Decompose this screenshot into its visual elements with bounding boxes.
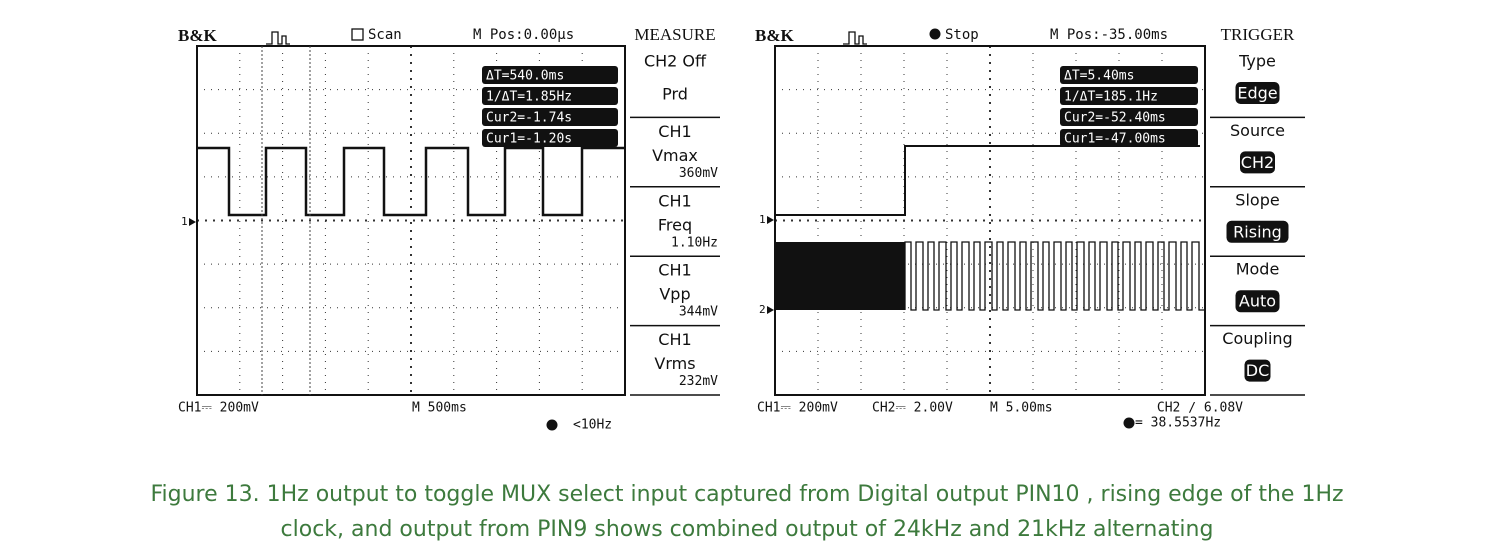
waveform bbox=[775, 242, 905, 310]
cursor-readout: ΔT=540.0ms bbox=[486, 69, 564, 84]
menu-item: Coupling bbox=[1222, 329, 1292, 348]
status: CH2 ∕ 6.08V bbox=[1157, 401, 1243, 416]
mpos: M Pos:-35.00ms bbox=[1050, 27, 1168, 43]
option-box bbox=[1235, 290, 1280, 313]
stop-icon bbox=[929, 28, 941, 40]
marker-arrow bbox=[767, 216, 774, 224]
menu-item: 360mV bbox=[679, 166, 718, 181]
status: CH1⎓ 200mV bbox=[757, 401, 838, 416]
menu-item: 1.10Hz bbox=[671, 235, 718, 250]
pulse-icon bbox=[266, 31, 290, 45]
brand: B&K bbox=[178, 26, 218, 45]
menu-item: Vmax bbox=[652, 146, 698, 165]
menu-option: Rising bbox=[1233, 222, 1282, 241]
menu-option: CH2 bbox=[1241, 153, 1274, 172]
menu-item: CH1 bbox=[658, 261, 691, 280]
menu-item: Source bbox=[1230, 121, 1285, 140]
status: CH1⎓ 200mV bbox=[178, 401, 259, 416]
status: = 38.5537Hz bbox=[1135, 416, 1221, 431]
menu-option: Edge bbox=[1237, 84, 1277, 103]
menu-item: Slope bbox=[1235, 190, 1279, 209]
cursor-readout: Cur2=-1.74s bbox=[486, 111, 572, 126]
status: M 5.00ms bbox=[990, 401, 1053, 416]
cursor-box bbox=[482, 108, 618, 126]
freq-icon bbox=[1123, 417, 1135, 429]
option-box bbox=[1226, 220, 1289, 243]
status: <10Hz bbox=[573, 418, 612, 433]
marker-arrow bbox=[767, 306, 774, 314]
cursor-box bbox=[482, 129, 618, 147]
menu-item: 232mV bbox=[679, 374, 718, 389]
option-box bbox=[1235, 82, 1280, 104]
cursor-box bbox=[1060, 129, 1198, 147]
channel-marker: 2 bbox=[759, 303, 766, 316]
menu-item: Mode bbox=[1236, 260, 1280, 279]
menu-item: CH2 Off bbox=[644, 52, 707, 71]
cursor-box bbox=[482, 87, 618, 105]
menu-item: Prd bbox=[662, 85, 688, 104]
mode: Scan bbox=[368, 27, 402, 43]
option-box bbox=[1240, 151, 1275, 174]
cursor-readout: Cur1=-1.20s bbox=[486, 132, 572, 147]
caption: clock, and output from PIN9 shows combin… bbox=[281, 517, 1214, 542]
screen-border bbox=[774, 45, 1206, 396]
status: CH2⎓ 2.00V bbox=[872, 401, 953, 416]
menu-item: Vpp bbox=[659, 285, 690, 304]
channel-marker: 1 bbox=[759, 213, 766, 226]
menu-item: CH1 bbox=[658, 122, 691, 141]
menu-item: Type bbox=[1238, 52, 1276, 71]
cursor-readout: ΔT=5.40ms bbox=[1064, 69, 1134, 84]
menu-title: MEASURE bbox=[634, 25, 715, 44]
cursor-readout: 1/ΔT=1.85Hz bbox=[486, 90, 572, 105]
pulse-icon bbox=[843, 31, 867, 45]
waveform bbox=[775, 145, 1200, 216]
brand: B&K bbox=[755, 26, 795, 45]
menu-item: Vrms bbox=[654, 354, 695, 373]
cursor-box bbox=[1060, 66, 1198, 84]
marker-arrow bbox=[189, 218, 196, 226]
cursor-readout: Cur2=-52.40ms bbox=[1064, 111, 1166, 126]
cursor-readout: Cur1=-47.00ms bbox=[1064, 132, 1166, 147]
menu-option: Auto bbox=[1239, 292, 1276, 311]
cursor-box bbox=[1060, 87, 1198, 105]
mpos: M Pos:0.00μs bbox=[473, 27, 574, 43]
screen-border bbox=[196, 45, 626, 396]
mode: Stop bbox=[945, 27, 979, 43]
menu-title: TRIGGER bbox=[1221, 25, 1295, 44]
cursor-box bbox=[1060, 108, 1198, 126]
status: M 500ms bbox=[412, 401, 467, 416]
option-box bbox=[1244, 359, 1271, 382]
menu-option: DC bbox=[1246, 361, 1270, 380]
waveform bbox=[904, 241, 1204, 311]
menu-item: CH1 bbox=[658, 330, 691, 349]
scan-icon bbox=[351, 28, 364, 41]
waveform bbox=[197, 146, 625, 217]
menu-item: 344mV bbox=[679, 305, 718, 320]
cursor-box bbox=[482, 66, 618, 84]
caption: Figure 13. 1Hz output to toggle MUX sele… bbox=[150, 482, 1343, 507]
freq-icon bbox=[546, 419, 558, 431]
menu-item: Freq bbox=[658, 215, 692, 234]
cursor-readout: 1/ΔT=185.1Hz bbox=[1064, 90, 1158, 105]
channel-marker: 1 bbox=[181, 215, 188, 228]
menu-item: CH1 bbox=[658, 191, 691, 210]
